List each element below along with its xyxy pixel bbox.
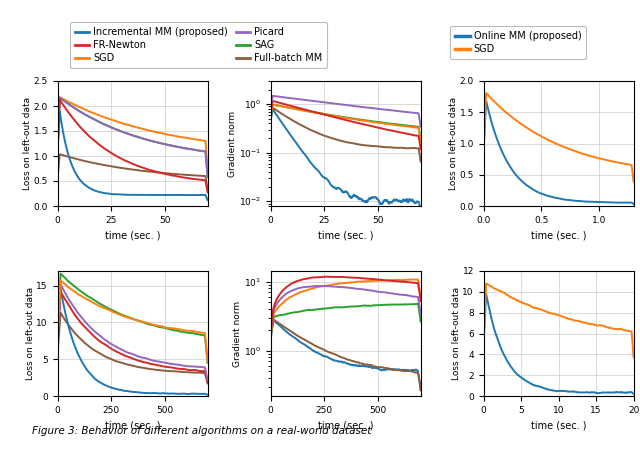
X-axis label: time (sec. ): time (sec. ) bbox=[531, 420, 586, 430]
X-axis label: time (sec. ): time (sec. ) bbox=[531, 230, 586, 240]
Legend: Online MM (proposed), SGD: Online MM (proposed), SGD bbox=[451, 27, 586, 59]
X-axis label: time (sec. ): time (sec. ) bbox=[318, 420, 373, 430]
Y-axis label: Loss on left-out data: Loss on left-out data bbox=[449, 97, 458, 190]
Y-axis label: Loss on left-out data: Loss on left-out data bbox=[452, 287, 461, 380]
Legend: Incremental MM (proposed), FR-Newton, SGD, Picard, SAG, Full-batch MM: Incremental MM (proposed), FR-Newton, SG… bbox=[70, 22, 327, 68]
Y-axis label: Loss on left-out data: Loss on left-out data bbox=[23, 97, 32, 190]
X-axis label: time (sec. ): time (sec. ) bbox=[105, 230, 161, 240]
Y-axis label: Loss on left-out data: Loss on left-out data bbox=[26, 287, 35, 380]
Y-axis label: Gradient norm: Gradient norm bbox=[228, 110, 237, 176]
X-axis label: time (sec. ): time (sec. ) bbox=[318, 230, 373, 240]
Y-axis label: Gradient norm: Gradient norm bbox=[234, 301, 243, 367]
Text: Figure 3: Behavior of different algorithms on a real-world dataset: Figure 3: Behavior of different algorith… bbox=[32, 427, 371, 436]
X-axis label: time (sec. ): time (sec. ) bbox=[105, 420, 161, 430]
